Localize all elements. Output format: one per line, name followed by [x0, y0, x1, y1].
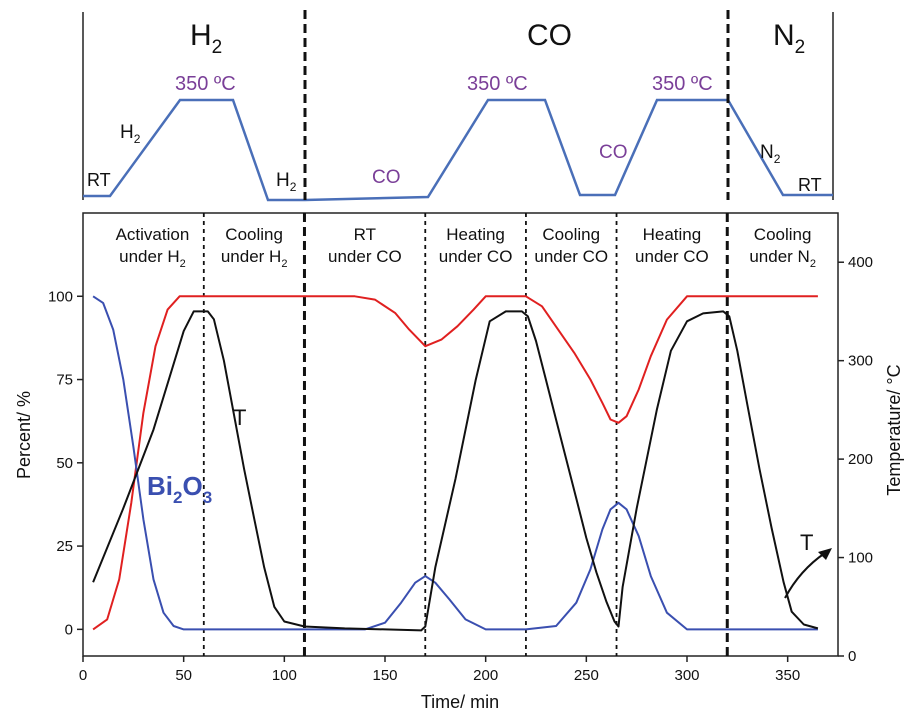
x-tick-label: 100 [272, 667, 297, 684]
phase-label-5-line1: Heating [643, 225, 702, 244]
gas-label-n2: N2 [773, 19, 805, 58]
y2-tick-label: 200 [848, 451, 873, 468]
phase-label-2-line2: under CO [328, 247, 402, 266]
y2-tick-label: 400 [848, 254, 873, 271]
phase-label-3-line1: Heating [446, 225, 505, 244]
phase-label-2-line1: RT [354, 225, 376, 244]
series-line-t [92, 310, 819, 632]
series-label-bi2o3: Bi2O3 [147, 471, 212, 507]
plot-frame [82, 212, 839, 657]
ramp-label-rt-start: RT [87, 170, 111, 190]
series-label-t-2: T [800, 530, 813, 555]
y2-tick-label: 0 [848, 648, 856, 665]
ramp-label-h2-cool: H2 [276, 170, 297, 194]
x-tick-label: 0 [79, 667, 87, 684]
phase-label-0-line1: Activation [116, 225, 190, 244]
y-tick-label: 50 [56, 455, 73, 472]
t-annotation-arrow [784, 552, 826, 599]
y-tick-label: 25 [56, 538, 73, 555]
phase-label-1-line1: Cooling [225, 225, 283, 244]
main-chart: Activation under H2 Cooling under H2 RT under… [14, 212, 904, 712]
x-tick-label: 200 [473, 667, 498, 684]
temp-label-1: 350 ºC [175, 73, 236, 95]
ramp-label-h2-heat: H2 [120, 122, 141, 146]
y2-axis-label: Temperature/ °C [884, 364, 904, 495]
x-tick-label: 250 [574, 667, 599, 684]
x-tick-label: 50 [175, 667, 192, 684]
y-axis-label: Percent/ % [14, 391, 34, 479]
phase-label-4-line2: under CO [534, 247, 608, 266]
series-line-bi2o3 [92, 295, 818, 631]
schematic-panel: H2 CO N2 350 ºC 350 ºC 350 ºC RT H2 H2 C… [82, 10, 834, 202]
axes-layer: 0 50 100 150 200 250 300 350 0 25 50 75 100 0 100 200 30… [48, 254, 873, 684]
x-tick-label: 350 [775, 667, 800, 684]
temp-label-2: 350 ºC [467, 73, 528, 95]
ramp-label-rt-end: RT [798, 175, 822, 195]
phase-label-4-line1: Cooling [542, 225, 600, 244]
phase-label-6-line1: Cooling [754, 225, 812, 244]
phase-boundaries [202, 213, 729, 656]
series-label-t-1: T [233, 405, 246, 430]
series-layer [92, 295, 819, 632]
x-tick-label: 300 [674, 667, 699, 684]
temp-label-3: 350 ºC [652, 73, 713, 95]
y-tick-label: 0 [65, 621, 73, 638]
temperature-program-line [83, 98, 833, 202]
phase-label-1-line2: under H2 [221, 247, 288, 270]
y-tick-label: 75 [56, 372, 73, 389]
y2-tick-label: 100 [848, 550, 873, 567]
ramp-label-n2-cool: N2 [760, 142, 781, 166]
phase-label-3-line2: under CO [439, 247, 513, 266]
y2-tick-label: 300 [848, 353, 873, 370]
x-tick-label: 150 [372, 667, 397, 684]
series-line-bi [92, 295, 818, 631]
phase-label-5-line2: under CO [635, 247, 709, 266]
phase-label-0-line2: under H2 [119, 247, 186, 270]
phase-label-6-line2: under N2 [749, 247, 816, 270]
t-annotation-arrowhead [818, 548, 832, 560]
ramp-label-co-rt: CO [372, 167, 401, 188]
x-axis-label: Time/ min [421, 692, 499, 712]
y-tick-label: 100 [48, 288, 73, 305]
phase-labels: Activation under H2 Cooling under H2 RT under… [116, 225, 816, 270]
ramp-label-co-cool: CO [599, 142, 628, 163]
gas-label-co: CO [527, 19, 572, 52]
gas-label-h2: H2 [190, 19, 222, 58]
